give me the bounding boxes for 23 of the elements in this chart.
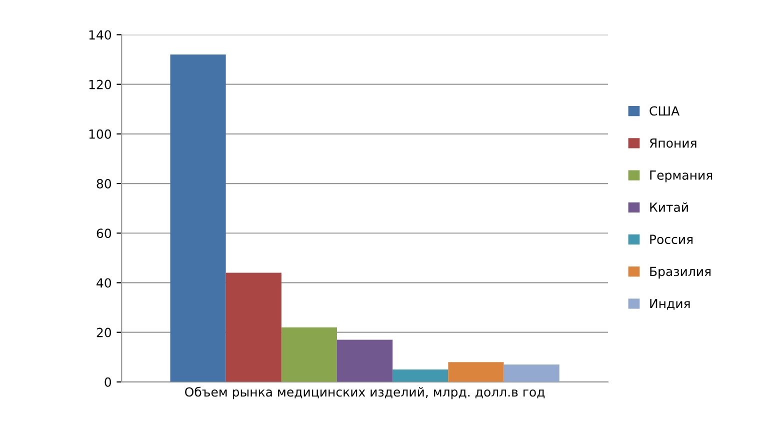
bar	[504, 364, 560, 382]
bar	[281, 327, 338, 382]
bar	[392, 370, 448, 382]
bar	[337, 340, 393, 382]
legend-label: Китай	[650, 202, 688, 212]
y-tick-label: 20	[96, 328, 112, 338]
legend-label: Россия	[650, 234, 692, 244]
y-tick-label: 100	[89, 129, 112, 139]
bar	[170, 54, 226, 382]
y-tick-label: 140	[89, 30, 112, 40]
legend-label: Германия	[650, 170, 712, 182]
y-tick-label: 80	[96, 178, 112, 188]
legend-label: Япония	[650, 138, 696, 148]
legend-label: Индия	[650, 298, 690, 310]
bar	[448, 362, 504, 382]
y-tick-label: 120	[89, 80, 112, 90]
bar	[226, 272, 282, 382]
x-tick-label: Объем рынка медицинских изделий, млрд. долл.в год	[185, 386, 545, 400]
y-tick-label: 0	[104, 377, 112, 387]
y-tick-label: 60	[96, 228, 112, 238]
legend-label: США	[650, 106, 680, 116]
y-tick-label: 40	[96, 278, 112, 288]
legend-label: Бразилия	[650, 266, 710, 279]
